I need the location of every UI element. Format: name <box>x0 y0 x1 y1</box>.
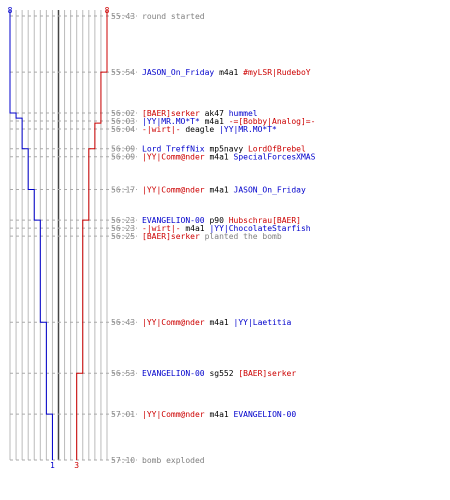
event-player: |YY|Comm@nder <box>142 410 205 419</box>
event-text: |YY|Comm@nder m4a1 EVANGELION-00 <box>142 410 296 419</box>
event-player: -|wirt|- <box>142 125 181 134</box>
event-player: |YY|Laetitia <box>234 318 292 327</box>
event-player: planted the bomb <box>200 232 282 241</box>
event-player: JASON_On_Friday <box>234 186 306 195</box>
event-weapon: m4a1 <box>205 186 234 195</box>
event-weapon: m4a1 <box>181 224 210 233</box>
event-time: 56:53 <box>111 369 135 378</box>
event-time: 56:17 <box>111 186 135 195</box>
event-text: EVANGELION-00 p90 Hubschrau[BAER] <box>142 216 301 225</box>
event-time: 57:01 <box>111 410 135 419</box>
series-lines <box>9 10 108 460</box>
event-text: [BAER]serker planted the bomb <box>142 232 282 241</box>
event-time: 56:23 <box>111 224 135 233</box>
event-player: EVANGELION-00 <box>234 410 297 419</box>
event-player: SpecialForcesXMAS <box>234 153 316 162</box>
event-text: round started <box>142 12 205 21</box>
event-time: 56:09 <box>111 153 135 162</box>
event-time: 57:10 <box>111 456 135 465</box>
event-time: 56:02 <box>111 109 135 118</box>
red-end-label: 3 <box>74 461 79 470</box>
event-player: Hubschrau[BAER] <box>229 216 301 225</box>
event-player: Lord TreffNix <box>142 145 205 154</box>
event-player: |YY|MR.MO*T* <box>219 125 277 134</box>
event-weapon: m4a1 <box>214 68 243 77</box>
event-player: JASON_On_Friday <box>142 68 214 77</box>
event-player: |YY|Comm@nder <box>142 153 205 162</box>
blue-start-label: 8 <box>8 6 13 15</box>
event-text: Lord TreffNix mp5navy LordOfBrebel <box>142 145 306 154</box>
event-time: 56:03 <box>111 117 135 126</box>
event-weapon: m4a1 <box>200 117 229 126</box>
event-player: [BAER]serker <box>142 232 200 241</box>
grid <box>9 10 108 460</box>
event-player: [BAER]serker <box>142 109 200 118</box>
blue-team-line <box>9 10 53 460</box>
red-start-label: 8 <box>105 6 110 15</box>
event-weapon: m4a1 <box>205 410 234 419</box>
event-player: -|wirt|- <box>142 224 181 233</box>
event-weapon: deagle <box>181 125 220 134</box>
event-time: 56:43 <box>111 318 135 327</box>
event-player: round started <box>142 12 205 21</box>
event-time: 55:54 <box>111 68 135 77</box>
event-text: |YY|Comm@nder m4a1 JASON_On_Friday <box>142 186 306 195</box>
event-log: 55:43 round started 55:54 JASON_On_Friday m… <box>111 12 316 465</box>
event-player: |YY|Comm@nder <box>142 318 205 327</box>
event-time: 56:23 <box>111 216 135 225</box>
event-weapon: m4a1 <box>205 153 234 162</box>
event-player: EVANGELION-00 <box>142 216 205 225</box>
red-team-line <box>76 10 108 460</box>
event-text: JASON_On_Friday m4a1 #myLSR|RudeboY <box>142 68 311 77</box>
event-time: 56:09 <box>111 145 135 154</box>
event-time: 55:43 <box>111 12 135 21</box>
event-player: EVANGELION-00 <box>142 369 205 378</box>
blue-end-label: 1 <box>50 461 55 470</box>
event-player: hummel <box>229 109 258 118</box>
event-player: |YY|MR.MO*T* <box>142 117 200 126</box>
event-player: -=[Bobby|Analog]=- <box>229 117 316 126</box>
event-player: |YY|Comm@nder <box>142 186 205 195</box>
event-text: -|wirt|- m4a1 |YY|ChocolateStarfish <box>142 224 311 233</box>
event-time: 56:25 <box>111 232 135 241</box>
event-weapon: m4a1 <box>205 318 234 327</box>
event-weapon: sg552 <box>205 369 239 378</box>
event-player: #myLSR|RudeboY <box>243 68 311 77</box>
event-weapon: ak47 <box>200 109 229 118</box>
event-text: bomb exploded <box>142 456 205 465</box>
event-player: [BAER]serker <box>238 369 296 378</box>
event-text: -|wirt|- deagle |YY|MR.MO*T* <box>142 125 277 134</box>
event-player: bomb exploded <box>142 456 205 465</box>
event-text: EVANGELION-00 sg552 [BAER]serker <box>142 369 296 378</box>
event-text: |YY|MR.MO*T* m4a1 -=[Bobby|Analog]=- <box>142 117 315 126</box>
event-player: LordOfBrebel <box>248 145 306 154</box>
event-time: 56:04 <box>111 125 135 134</box>
event-player: |YY|ChocolateStarfish <box>209 224 310 233</box>
event-text: |YY|Comm@nder m4a1 |YY|Laetitia <box>142 318 292 327</box>
event-weapon: mp5navy <box>205 145 248 154</box>
event-weapon: p90 <box>205 216 229 225</box>
series-labels: 1 3 8 8 <box>8 6 110 470</box>
event-text: |YY|Comm@nder m4a1 SpecialForcesXMAS <box>142 153 316 162</box>
event-text: [BAER]serker ak47 hummel <box>142 109 258 118</box>
